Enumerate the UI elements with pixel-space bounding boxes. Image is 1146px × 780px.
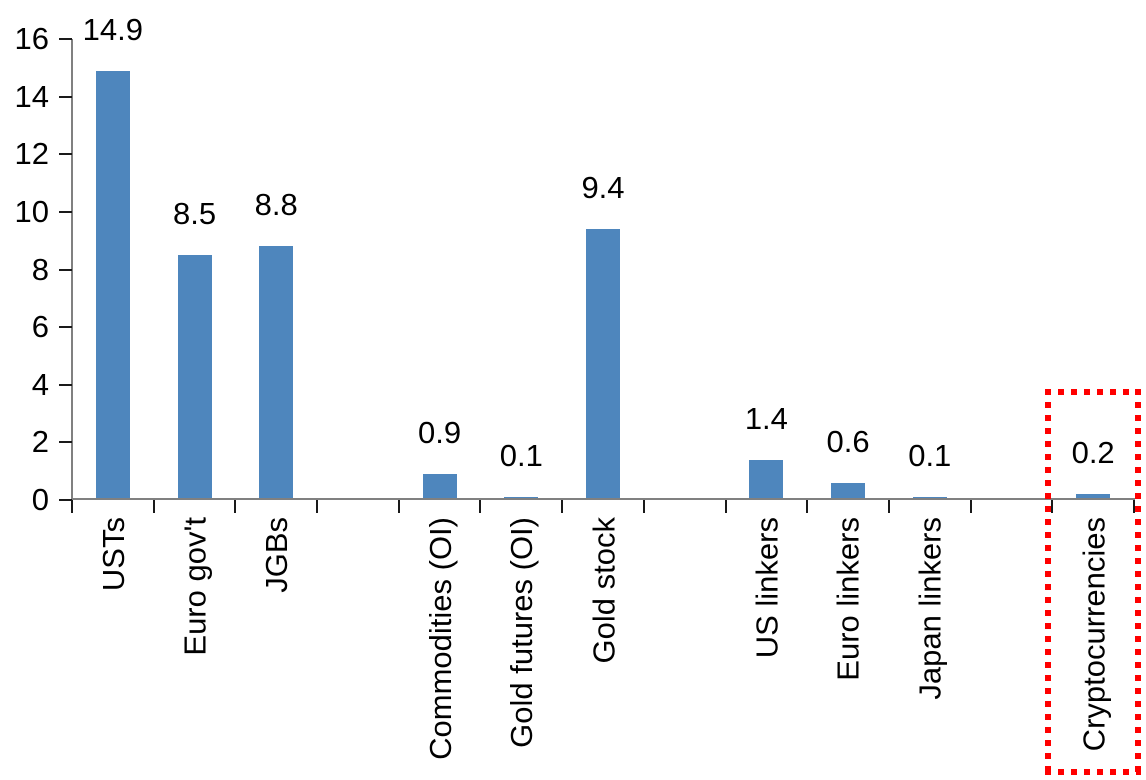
bar	[749, 459, 784, 500]
x-tick-mark	[887, 500, 890, 513]
bar	[259, 246, 294, 500]
x-tick-mark	[724, 500, 727, 513]
highlight-border-top	[1045, 389, 1141, 395]
value-label: 0.2	[1071, 435, 1115, 471]
category-label: USTs	[95, 517, 131, 592]
x-tick-mark	[642, 500, 645, 513]
x-tick-mark	[316, 500, 319, 513]
x-tick-mark	[152, 500, 155, 513]
x-tick-mark	[969, 500, 972, 513]
bar	[95, 70, 130, 500]
y-tick-mark	[59, 441, 72, 444]
value-label: 1.4	[744, 400, 788, 436]
category-label: Euro linkers	[831, 517, 867, 681]
y-tick-mark	[59, 210, 72, 213]
y-tick-mark	[59, 383, 72, 386]
y-tick-label: 12	[14, 136, 49, 172]
y-tick-mark	[59, 38, 72, 40]
bar	[831, 482, 866, 500]
category-label: Commodities (OI)	[422, 517, 458, 760]
y-tick-label: 2	[31, 424, 49, 460]
category-label: Gold futures (OI)	[504, 517, 540, 748]
x-tick-mark	[479, 500, 482, 513]
y-axis-line	[71, 39, 73, 500]
y-tick-mark	[59, 95, 72, 98]
x-tick-mark	[561, 500, 564, 513]
value-label: 14.9	[82, 11, 144, 47]
y-tick-label: 16	[14, 21, 49, 56]
x-tick-mark	[71, 500, 73, 513]
y-tick-label: 4	[31, 366, 49, 402]
value-label: 8.5	[172, 196, 217, 232]
bar	[422, 474, 457, 500]
y-tick-mark	[59, 268, 72, 271]
value-label: 0.1	[908, 438, 952, 474]
y-tick-mark	[59, 499, 72, 501]
bar	[177, 255, 212, 500]
value-label: 0.9	[418, 415, 462, 451]
x-tick-mark	[397, 500, 400, 513]
x-tick-mark	[1133, 500, 1135, 513]
x-tick-mark	[234, 500, 237, 513]
category-label: JGBs	[259, 517, 295, 593]
bar	[586, 229, 620, 500]
bar	[1076, 494, 1111, 500]
category-label: Gold stock	[586, 517, 621, 664]
x-tick-mark	[806, 500, 809, 513]
y-tick-mark	[59, 153, 72, 156]
value-label: 0.1	[499, 438, 543, 474]
y-tick-label: 8	[31, 251, 49, 287]
category-label: Cryptocurrencies	[1076, 517, 1112, 752]
category-label: Euro gov't	[177, 517, 213, 656]
y-tick-label: 10	[14, 193, 49, 229]
x-tick-mark	[1051, 500, 1054, 513]
value-label: 8.8	[254, 187, 298, 223]
y-tick-label: 6	[31, 309, 49, 345]
highlight-border-bottom	[1045, 769, 1141, 775]
y-tick-label: 0	[31, 482, 49, 517]
x-axis-line	[71, 498, 1135, 500]
category-label: Japan linkers	[912, 517, 948, 700]
value-label: 9.4	[581, 170, 625, 206]
category-label: US linkers	[749, 517, 785, 659]
value-label: 0.6	[826, 423, 870, 459]
y-tick-label: 14	[14, 78, 49, 114]
y-tick-mark	[59, 326, 72, 329]
